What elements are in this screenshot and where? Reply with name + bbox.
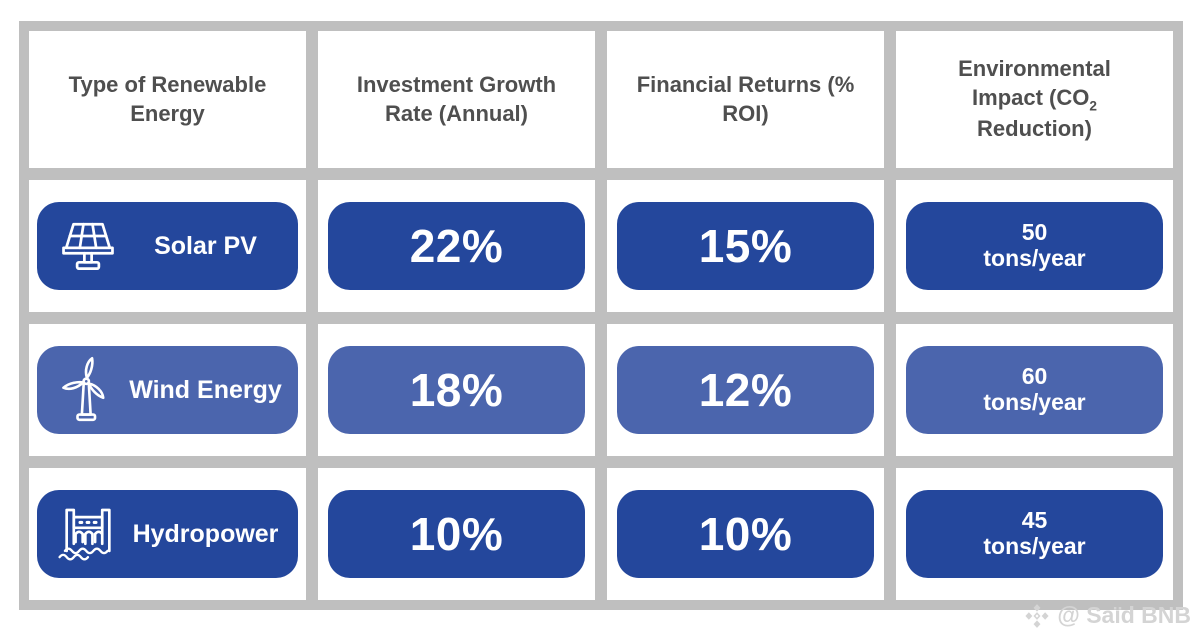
header-type-label: Type of Renewable Energy — [68, 71, 267, 126]
header-returns-label: Financial Returns (% ROI) — [636, 71, 855, 126]
hydro-returns-pill: 10% — [616, 490, 875, 578]
wind-impact-pill: 60 tons/year — [905, 346, 1164, 434]
cell-solar-type: Solar PV — [29, 180, 306, 312]
energy-type-label: Wind Energy — [129, 375, 282, 404]
growth-value: 18% — [409, 364, 504, 416]
cell-hydro-returns: 10% — [607, 468, 884, 600]
watermark: @ Saïd BNB — [1024, 602, 1191, 629]
header-growth-label: Investment Growth Rate (Annual) — [356, 71, 557, 126]
growth-value: 10% — [409, 508, 504, 560]
returns-value: 12% — [698, 364, 793, 416]
co2-subscript: 2 — [1089, 98, 1097, 114]
impact-value: 50 tons/year — [983, 219, 1086, 271]
hydro-type-pill: Hydropower — [37, 490, 298, 578]
header-financial-returns: Financial Returns (% ROI) — [607, 31, 884, 168]
cell-hydro-growth: 10% — [318, 468, 595, 600]
impact-value: 45 tons/year — [983, 507, 1086, 559]
cell-solar-growth: 22% — [318, 180, 595, 312]
energy-type-label: Solar PV — [154, 231, 257, 260]
solar-growth-pill: 22% — [327, 202, 586, 290]
hydropower-dam-icon — [51, 504, 125, 564]
energy-type-label: Hydropower — [132, 519, 279, 548]
impact-value: 60 tons/year — [983, 363, 1086, 415]
solar-impact-pill: 50 tons/year — [905, 202, 1164, 290]
hydro-impact-pill: 45 tons/year — [905, 490, 1164, 578]
cell-solar-impact: 50 tons/year — [896, 180, 1173, 312]
renewable-energy-table: Type of Renewable Energy Investment Grow… — [19, 21, 1183, 610]
cell-hydro-type: Hydropower — [29, 468, 306, 600]
cell-wind-returns: 12% — [607, 324, 884, 456]
returns-value: 15% — [698, 220, 793, 272]
wind-growth-pill: 18% — [327, 346, 586, 434]
header-impact-label: Environmental Impact (CO2 Reduction) — [958, 56, 1111, 142]
header-type-of-renewable-energy: Type of Renewable Energy — [29, 31, 306, 168]
wind-turbine-icon — [51, 354, 125, 426]
watermark-handle: @ Saïd BNB — [1057, 602, 1191, 628]
growth-value: 22% — [409, 220, 504, 272]
header-environmental-impact: Environmental Impact (CO2 Reduction) — [896, 31, 1173, 168]
diamond-cluster-icon — [1024, 603, 1050, 629]
cell-wind-impact: 60 tons/year — [896, 324, 1173, 456]
wind-returns-pill: 12% — [616, 346, 875, 434]
header-investment-growth-rate: Investment Growth Rate (Annual) — [318, 31, 595, 168]
wind-type-pill: Wind Energy — [37, 346, 298, 434]
solar-panel-icon — [51, 217, 125, 275]
cell-wind-growth: 18% — [318, 324, 595, 456]
solar-returns-pill: 15% — [616, 202, 875, 290]
cell-solar-returns: 15% — [607, 180, 884, 312]
cell-wind-type: Wind Energy — [29, 324, 306, 456]
returns-value: 10% — [698, 508, 793, 560]
hydro-growth-pill: 10% — [327, 490, 586, 578]
solar-type-pill: Solar PV — [37, 202, 298, 290]
cell-hydro-impact: 45 tons/year — [896, 468, 1173, 600]
